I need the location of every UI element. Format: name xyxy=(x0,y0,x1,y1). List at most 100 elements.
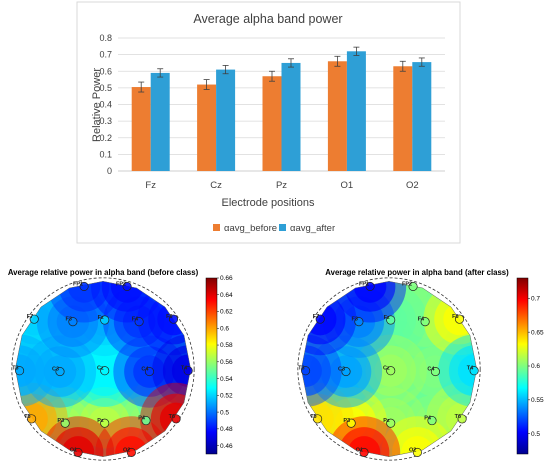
x-tick-label: Pz xyxy=(276,180,287,191)
error-bar xyxy=(399,60,406,72)
svg-text:Cz: Cz xyxy=(383,366,390,372)
bar-after xyxy=(346,51,366,171)
colorbar-tick-label: 0.65 xyxy=(531,329,544,336)
electrode-f8: F8 xyxy=(452,314,465,324)
svg-text:FP1: FP1 xyxy=(73,281,83,287)
bar-before xyxy=(262,76,282,171)
legend-label-after: αavg_after xyxy=(290,223,335,234)
bar-error-bars xyxy=(138,46,425,93)
colorbar-tick-label: 0.54 xyxy=(220,376,233,383)
topoplot-after-map xyxy=(301,281,477,457)
electrode-o2: O2 xyxy=(123,447,136,457)
electrode-c4: C4 xyxy=(427,367,440,377)
electrode-t5: T5 xyxy=(310,414,323,424)
svg-text:Cz: Cz xyxy=(97,366,104,372)
error-bar xyxy=(418,57,425,67)
svg-text:Fz: Fz xyxy=(384,315,390,321)
svg-text:F8: F8 xyxy=(166,314,172,320)
topoplot-before-panel: Average relative power in alpha band (be… xyxy=(8,268,233,461)
y-tick-label: 0.2 xyxy=(99,133,112,143)
svg-text:O2: O2 xyxy=(123,447,130,453)
bar-before xyxy=(327,61,347,171)
bar-chart-title: Average alpha band power xyxy=(193,12,342,26)
svg-text:C4: C4 xyxy=(427,367,435,373)
electrode-cz: Cz xyxy=(97,366,110,376)
colorbar-tick-label: 0.58 xyxy=(220,342,233,349)
svg-text:P3: P3 xyxy=(343,418,350,424)
electrode-t6: T6 xyxy=(169,414,181,424)
electrode-t4: T4 xyxy=(467,366,479,376)
bar-chart-panel: Average alpha band power 0 0.1 0.2 0.3 0.4 0.… xyxy=(76,1,461,244)
colorbar-after-ticks: 0.7 0.65 0.6 0.55 0.5 xyxy=(528,296,544,438)
bar-series xyxy=(131,51,432,172)
svg-text:FP2: FP2 xyxy=(402,281,412,287)
error-bar xyxy=(353,46,360,56)
electrode-f3: F3 xyxy=(65,317,78,327)
electrode-fp1: FP1 xyxy=(73,281,89,291)
svg-text:T3: T3 xyxy=(298,366,304,372)
svg-text:O1: O1 xyxy=(70,447,77,453)
electrode-fp2: FP2 xyxy=(116,281,132,291)
topoplot-after-panel: Average relative power in alpha band (af… xyxy=(297,268,544,461)
legend-label-before: αavg_before xyxy=(224,223,277,234)
topoplot-after-electrodes: FP1 FP2 F7 F3 Fz F4 F8 T3 C3 Cz C4 T4 T5 P3 Pz P4 T6 O1 O2 xyxy=(298,281,479,457)
head-outline xyxy=(11,277,195,461)
electrode-t4: T4 xyxy=(181,366,193,376)
error-bar xyxy=(203,79,210,90)
electrode-p4: P4 xyxy=(138,416,151,426)
electrode-f7: F7 xyxy=(27,314,39,324)
colorbar-tick-label: 0.55 xyxy=(531,397,544,404)
colorbar-tick-label: 0.6 xyxy=(531,363,540,370)
electrode-p4: P4 xyxy=(424,416,437,426)
colorbar-tick-label: 0.64 xyxy=(220,292,233,299)
svg-text:F3: F3 xyxy=(65,317,71,323)
svg-text:T4: T4 xyxy=(181,366,188,372)
electrode-t3: T3 xyxy=(298,366,311,376)
electrode-p3: P3 xyxy=(57,418,70,428)
colorbar-tick-label: 0.5 xyxy=(531,431,540,438)
topoplot-before-electrodes: FP1 FP2 F7 F3 Fz F4 F8 T3 C3 Cz C4 T4 T5 P3 Pz P4 T6 O1 O2 xyxy=(12,281,193,457)
x-tick-label: Fz xyxy=(145,180,156,191)
colorbar-tick-label: 0.62 xyxy=(220,309,233,316)
electrode-fp2: FP2 xyxy=(402,281,418,291)
svg-text:Pz: Pz xyxy=(97,418,104,424)
electrode-fp1: FP1 xyxy=(359,281,375,291)
svg-text:F3: F3 xyxy=(351,317,357,323)
electrode-fz: Fz xyxy=(98,315,110,325)
svg-text:FP1: FP1 xyxy=(359,281,369,287)
bar-y-axis-label: Relative Power xyxy=(91,68,103,142)
svg-text:C3: C3 xyxy=(338,367,345,373)
y-tick-label: 0.3 xyxy=(99,116,112,126)
y-tick-label: 0.1 xyxy=(99,149,112,159)
electrode-o2: O2 xyxy=(409,447,422,457)
colorbar-tick-label: 0.6 xyxy=(220,325,229,332)
y-tick-label: 0.5 xyxy=(99,83,112,93)
electrode-cz: Cz xyxy=(383,366,396,376)
error-bar xyxy=(157,68,164,78)
legend-swatch-after xyxy=(279,224,286,231)
electrode-f4: F4 xyxy=(132,317,144,327)
electrode-c4: C4 xyxy=(141,367,154,377)
colorbar-tick-label: 0.5 xyxy=(220,409,229,416)
error-bar xyxy=(334,55,341,67)
x-tick-label: Cz xyxy=(210,180,222,191)
electrode-f7: F7 xyxy=(313,314,325,324)
svg-text:T6: T6 xyxy=(455,414,461,420)
electrode-t5: T5 xyxy=(24,414,37,424)
colorbar-after-bar xyxy=(516,277,529,455)
bar-after xyxy=(216,69,236,171)
colorbar-before-ticks: 0.66 0.64 0.62 0.6 0.58 0.56 0.54 0.52 0.5 0.48 0.… xyxy=(217,275,233,450)
bar-after xyxy=(412,62,432,172)
x-tick-label: O1 xyxy=(341,180,354,191)
colorbar-after: 0.7 0.65 0.6 0.55 0.5 xyxy=(516,277,544,455)
y-tick-label: 0.6 xyxy=(99,66,112,76)
bar-x-tick-labels: Fz Cz Pz O1 O2 xyxy=(145,180,418,191)
y-tick-label: 0.7 xyxy=(99,50,112,60)
electrode-c3: C3 xyxy=(52,367,65,377)
y-tick-label: 0 xyxy=(107,166,112,176)
electrode-o1: O1 xyxy=(356,447,369,457)
bar-after xyxy=(281,62,301,171)
colorbar-tick-label: 0.52 xyxy=(220,393,233,400)
svg-text:T6: T6 xyxy=(169,414,175,420)
